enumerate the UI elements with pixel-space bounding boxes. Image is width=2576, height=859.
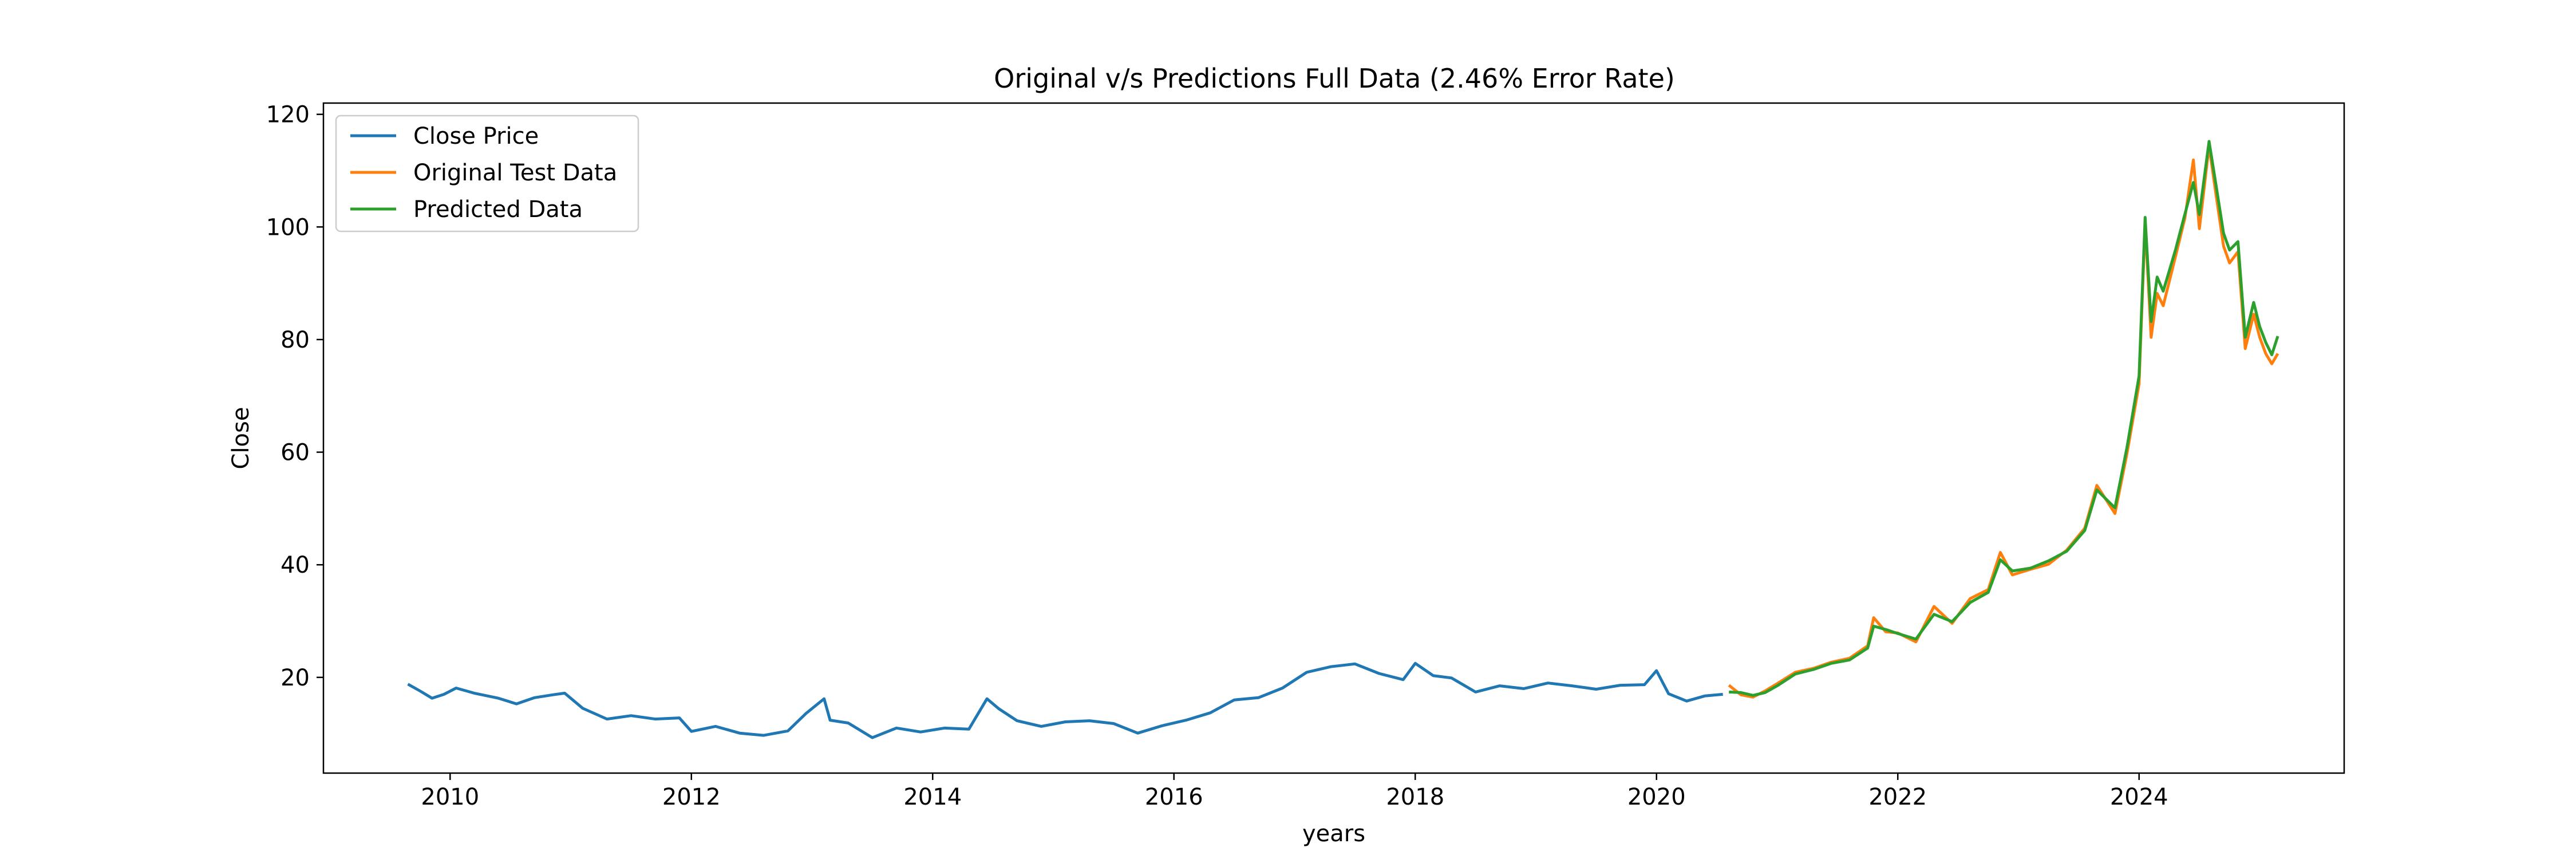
legend: Close Price Original Test Data Predicted D… (335, 115, 639, 233)
series-layer (407, 140, 2279, 739)
legend-label: Original Test Data (413, 160, 617, 186)
y-tick-label: 60 (280, 440, 310, 466)
y-tick-label: 80 (280, 327, 310, 353)
x-tick-label: 2024 (2110, 784, 2168, 810)
y-tick-label: 100 (266, 214, 310, 241)
x-tick-label: 2022 (1868, 784, 1927, 810)
x-tick-label: 2016 (1145, 784, 1203, 810)
legend-label: Close Price (413, 123, 539, 149)
legend-box (335, 115, 639, 233)
x-axis-label: years (1302, 821, 1365, 847)
x-tick-label: 2012 (662, 784, 721, 810)
x-tick-label: 2010 (421, 784, 479, 810)
chart-title: Original v/s Predictions Full Data (2.46… (994, 63, 1675, 94)
axes-layer: 2010 2012 2014 2016 2018 2020 2022 2024 20 40 60 80… (266, 102, 2168, 810)
x-tick-label: 2018 (1386, 784, 1444, 810)
legend-label: Predicted Data (413, 196, 583, 223)
plot-area-frame (322, 102, 2345, 774)
y-tick-label: 40 (280, 552, 310, 578)
x-tick-label: 2020 (1627, 784, 1686, 810)
x-tick-label: 2014 (903, 784, 962, 810)
y-tick-label: 120 (266, 102, 310, 128)
y-axis-label: Close (228, 407, 254, 470)
series-line-close-price (407, 661, 1723, 739)
y-tick-label: 20 (280, 665, 310, 691)
series-line-predicted-data (1729, 140, 2279, 697)
